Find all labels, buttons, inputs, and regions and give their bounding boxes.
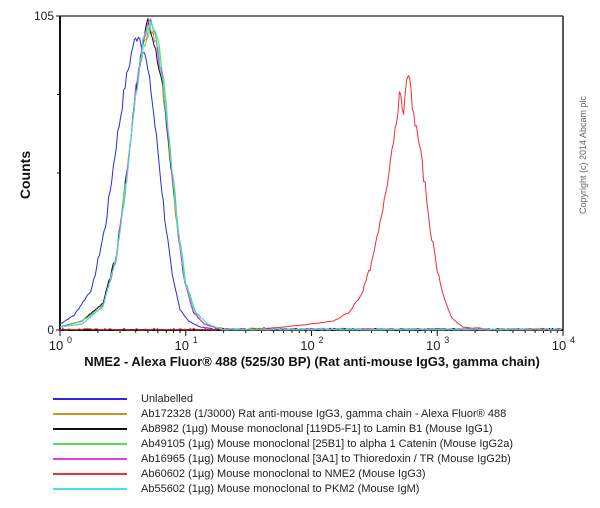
legend: Unlabelled Ab172328 (1/3000) Rat anti-mo… bbox=[53, 392, 593, 497]
svg-text:1: 1 bbox=[193, 335, 198, 345]
svg-text:10: 10 bbox=[175, 338, 189, 353]
legend-swatch bbox=[53, 458, 127, 460]
legend-label: Ab16965 (1µg) Mouse monoclonal [3A1] to … bbox=[141, 453, 511, 465]
svg-text:10: 10 bbox=[49, 338, 63, 353]
legend-swatch bbox=[53, 473, 127, 475]
legend-item: Ab55602 (1µg) Mouse monoclonal to PKM2 (… bbox=[53, 482, 593, 497]
svg-text:0: 0 bbox=[47, 323, 54, 337]
copyright-text: Copyright (c) 2014 Abcam plc bbox=[578, 95, 588, 215]
x-axis-label: NME2 - Alexa Fluor® 488 (525/30 BP) (Rat… bbox=[84, 354, 540, 369]
x-axis-ticks: 10 0 10 1 10 2 10 3 10 4 bbox=[49, 330, 575, 353]
svg-text:0: 0 bbox=[67, 335, 72, 345]
y-axis-ticks: 0 105 bbox=[34, 9, 60, 337]
legend-item: Ab60602 (1µg) Mouse monoclonal to NME2 (… bbox=[53, 467, 593, 482]
legend-item: Ab16965 (1µg) Mouse monoclonal [3A1] to … bbox=[53, 452, 593, 467]
y-axis-label: Counts bbox=[17, 150, 33, 200]
svg-text:105: 105 bbox=[34, 9, 54, 23]
histogram-curves bbox=[59, 18, 562, 331]
svg-text:10: 10 bbox=[426, 338, 440, 353]
svg-text:4: 4 bbox=[570, 335, 575, 345]
svg-text:10: 10 bbox=[300, 338, 314, 353]
legend-label: Ab49105 (1µg) Mouse monoclonal [25B1] to… bbox=[141, 438, 514, 450]
legend-swatch bbox=[53, 488, 127, 490]
svg-text:10: 10 bbox=[552, 338, 566, 353]
legend-label: Ab55602 (1µg) Mouse monoclonal to PKM2 (… bbox=[141, 483, 420, 495]
plot-frame bbox=[59, 15, 564, 331]
legend-item: Ab49105 (1µg) Mouse monoclonal [25B1] to… bbox=[53, 437, 593, 452]
svg-text:2: 2 bbox=[319, 335, 324, 345]
legend-swatch bbox=[53, 428, 127, 430]
legend-item: Ab172328 (1/3000) Rat anti-mouse IgG3, g… bbox=[53, 407, 593, 422]
legend-swatch bbox=[53, 443, 127, 445]
legend-label: Unlabelled bbox=[141, 393, 193, 405]
legend-swatch bbox=[53, 413, 127, 415]
legend-item: Ab8982 (1µg) Mouse monoclonal [119D5-F1]… bbox=[53, 422, 593, 437]
legend-label: Ab172328 (1/3000) Rat anti-mouse IgG3, g… bbox=[141, 408, 507, 420]
svg-text:3: 3 bbox=[444, 335, 449, 345]
legend-label: Ab8982 (1µg) Mouse monoclonal [119D5-F1]… bbox=[141, 423, 493, 435]
legend-item: Unlabelled bbox=[53, 392, 593, 407]
legend-swatch bbox=[53, 398, 127, 400]
legend-label: Ab60602 (1µg) Mouse monoclonal to NME2 (… bbox=[141, 468, 426, 480]
